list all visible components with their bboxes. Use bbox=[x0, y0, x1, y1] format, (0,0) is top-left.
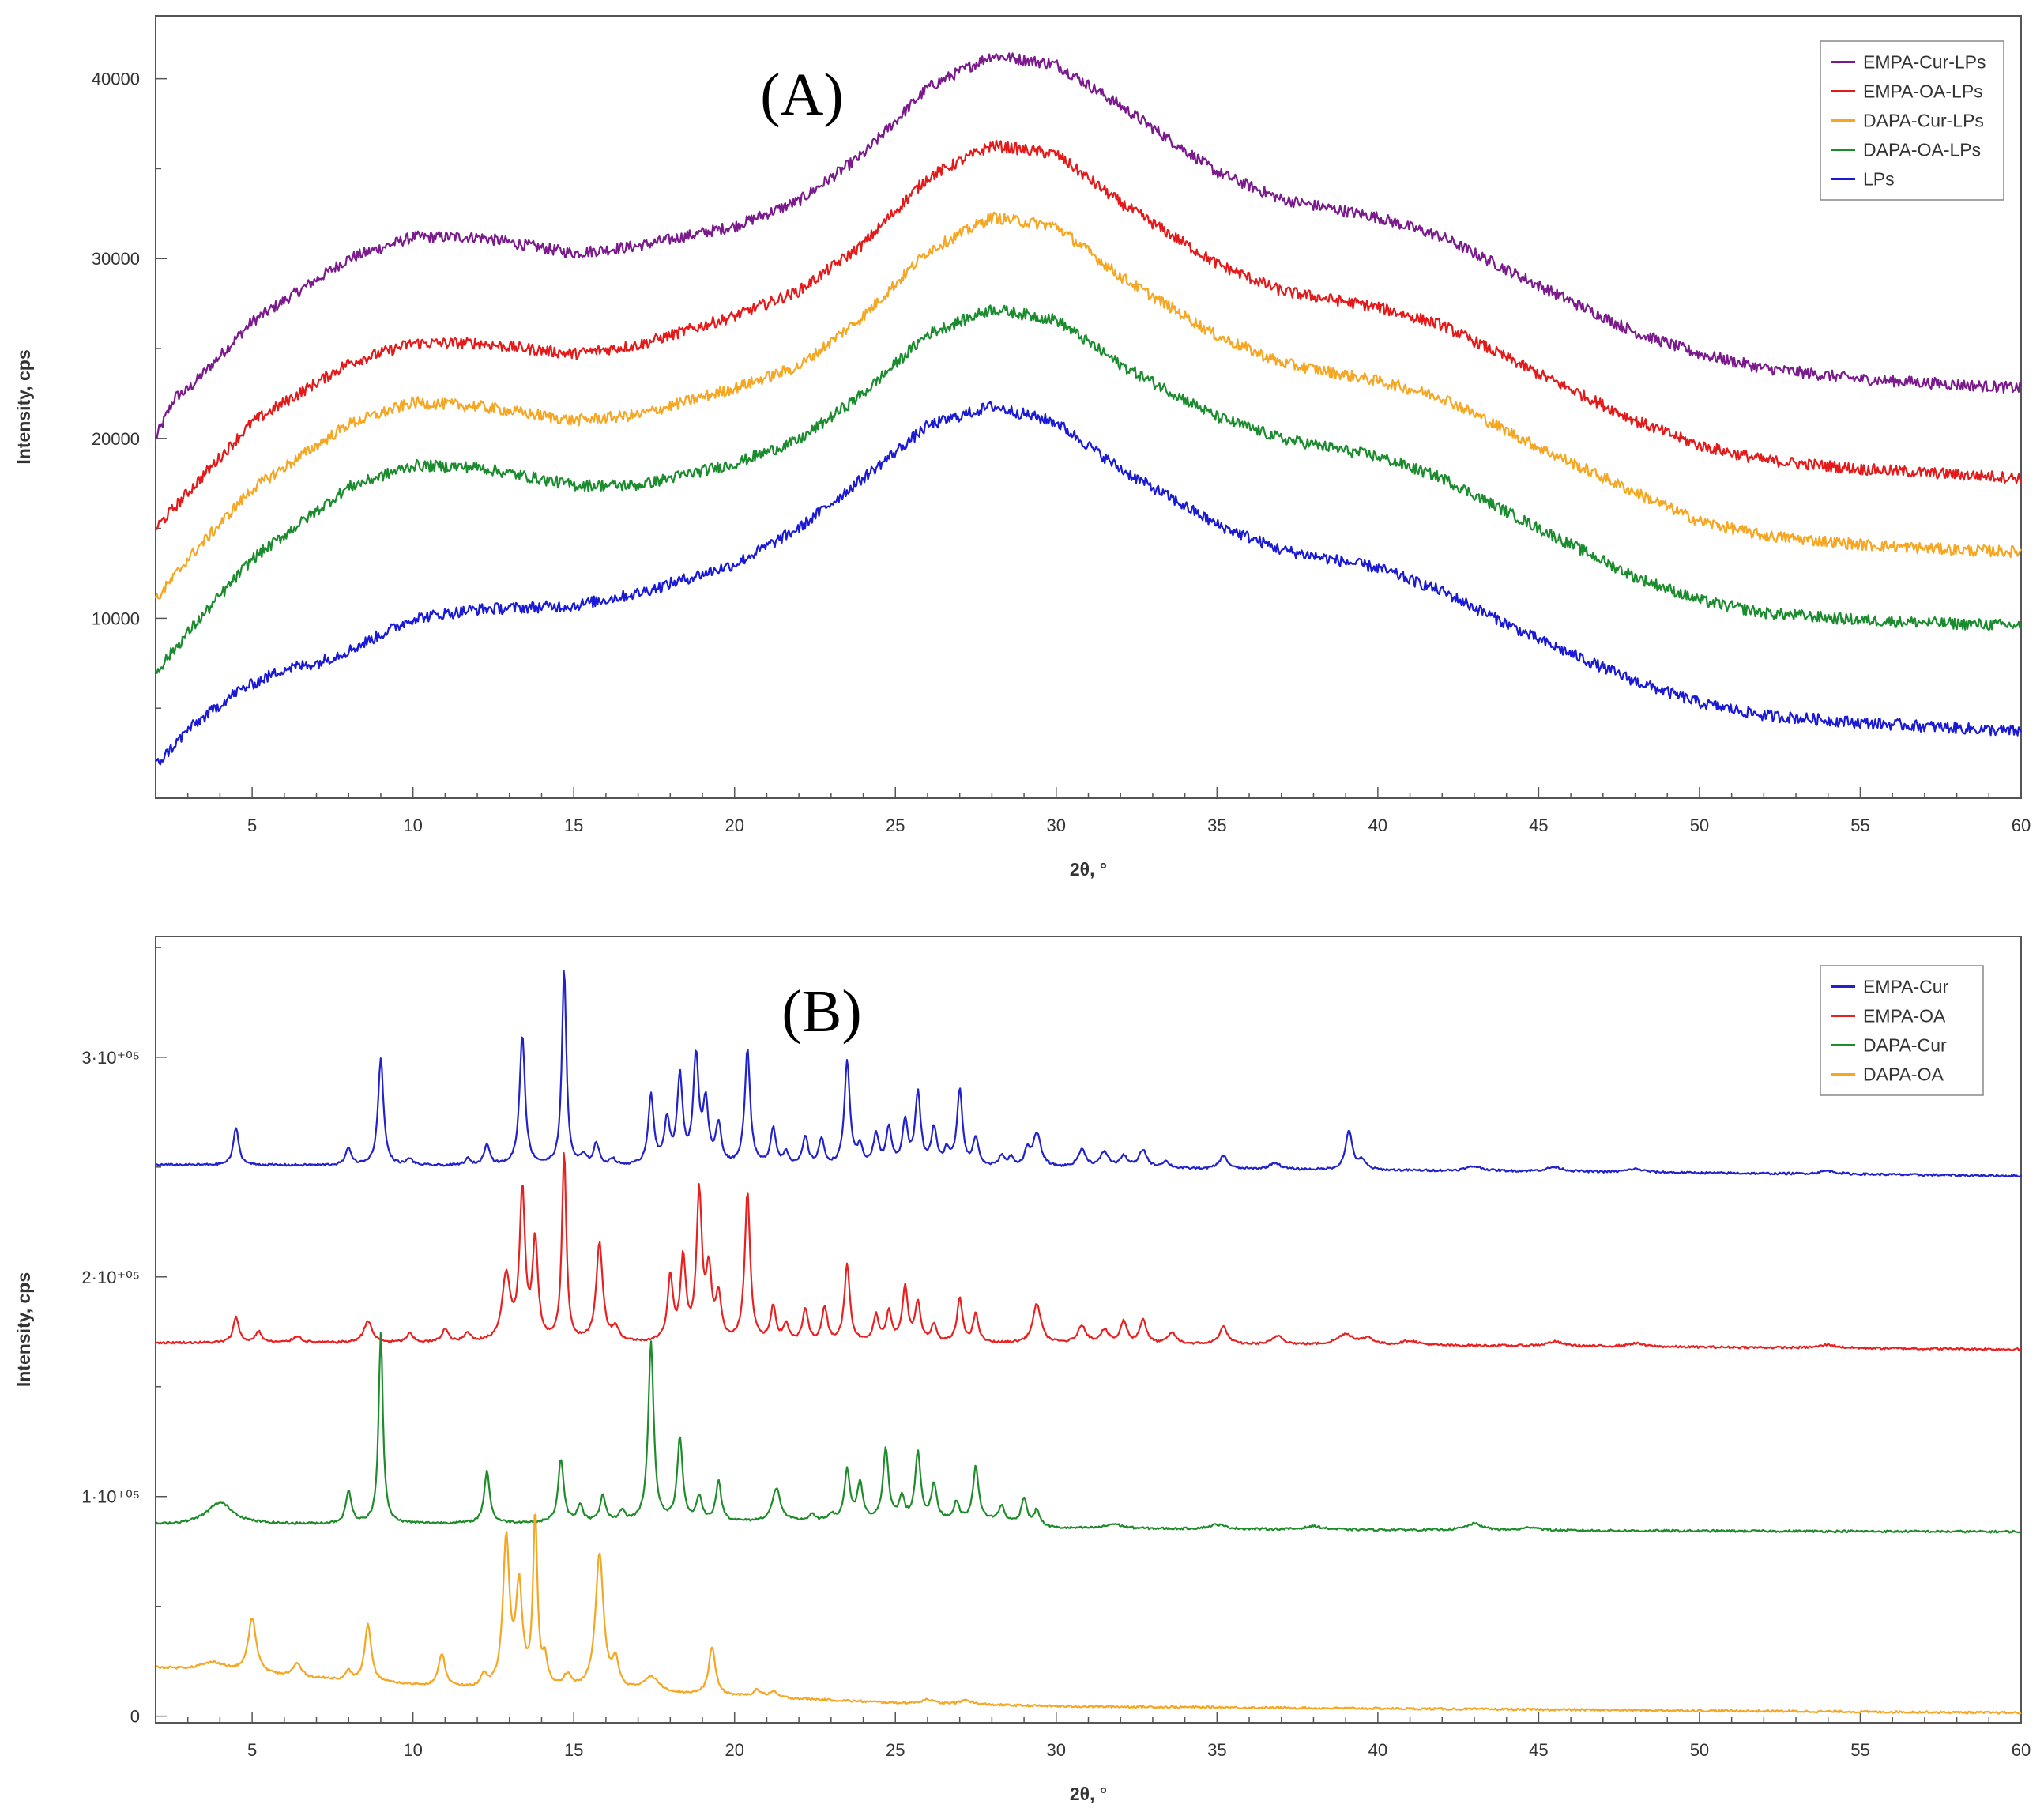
legend-entry: EMPA-Cur bbox=[1863, 977, 1949, 997]
y-tick-label: 10000 bbox=[92, 608, 140, 628]
series-line-empa-cur bbox=[155, 970, 2022, 1178]
x-tick-label: 25 bbox=[886, 816, 905, 835]
legend-entry: EMPA-OA-LPs bbox=[1863, 81, 1983, 102]
x-tick-label: 35 bbox=[1207, 816, 1226, 835]
y-tick-label: 30000 bbox=[92, 249, 140, 269]
plot-frame bbox=[155, 936, 2022, 1724]
x-tick-label: 15 bbox=[564, 816, 583, 835]
x-tick-label: 30 bbox=[1047, 816, 1066, 835]
legend-entry: DAPA-Cur bbox=[1863, 1035, 1947, 1056]
legend-entry: EMPA-OA bbox=[1863, 1006, 1946, 1027]
x-axis-label: 2θ, ° bbox=[1070, 859, 1107, 880]
series-line-dapa-oa bbox=[155, 1513, 2022, 1715]
y-axis-label: Intensity, cps bbox=[13, 349, 34, 464]
x-tick-label: 45 bbox=[1529, 1740, 1548, 1760]
y-tick-label: 3·10⁺⁰⁵ bbox=[81, 1048, 140, 1068]
series-line-empa-oa-lps bbox=[155, 139, 2023, 530]
y-tick-label: 2·10⁺⁰⁵ bbox=[81, 1268, 140, 1287]
series-line-empa-oa bbox=[155, 1151, 2022, 1351]
x-tick-label: 40 bbox=[1368, 1740, 1387, 1760]
x-axis-label: 2θ, ° bbox=[1070, 1784, 1107, 1804]
legend-entry: DAPA-OA bbox=[1863, 1064, 1944, 1085]
y-tick-label: 20000 bbox=[92, 429, 140, 449]
legend-entry: EMPA-Cur-LPs bbox=[1863, 52, 1986, 73]
x-tick-label: 30 bbox=[1047, 1740, 1066, 1760]
series-line-dapa-oa-lps bbox=[155, 304, 2023, 674]
series-line-empa-cur-lps bbox=[155, 52, 2023, 439]
legend-entry: DAPA-OA-LPs bbox=[1863, 140, 1981, 160]
x-tick-label: 45 bbox=[1529, 816, 1548, 835]
legend-entry: DAPA-Cur-LPs bbox=[1863, 111, 1984, 131]
panel-b-chart: 5 10 15 20 25 30 35 40 45 50 55 60 0 1·10⁺⁰⁵ 2·10⁺⁰⁵ 3·… bbox=[13, 936, 2031, 1804]
y-axis-label: Intensity, cps bbox=[13, 1272, 34, 1387]
x-tick-label: 35 bbox=[1207, 1740, 1226, 1760]
x-tick-label: 60 bbox=[2012, 816, 2031, 835]
x-tick-label: 50 bbox=[1690, 1740, 1709, 1760]
x-tick-label: 55 bbox=[1850, 1740, 1869, 1760]
x-tick-label: 10 bbox=[403, 1740, 422, 1760]
panel-a-chart: 5 10 15 20 25 30 35 40 45 50 55 60 10000 20000 30000 40… bbox=[13, 15, 2031, 880]
panel-label: (B) bbox=[781, 978, 861, 1045]
x-tick-label: 25 bbox=[886, 1740, 905, 1760]
y-tick-label: 0 bbox=[130, 1707, 140, 1727]
x-tick-label: 50 bbox=[1690, 816, 1709, 835]
x-tick-label: 40 bbox=[1368, 816, 1387, 835]
x-tick-label: 20 bbox=[725, 1740, 743, 1760]
series-line-lps bbox=[155, 401, 2022, 766]
x-tick-label: 60 bbox=[2012, 1740, 2031, 1760]
x-tick-label: 5 bbox=[247, 816, 257, 835]
series-line-dapa-cur-lps bbox=[154, 211, 2022, 600]
series-line-dapa-cur bbox=[155, 1332, 2022, 1534]
legend-entry: LPs bbox=[1863, 169, 1895, 190]
y-tick-label: 40000 bbox=[92, 70, 140, 89]
panel-label: (A) bbox=[760, 62, 844, 128]
x-tick-label: 20 bbox=[725, 816, 743, 835]
x-tick-label: 15 bbox=[564, 1740, 583, 1760]
x-tick-label: 5 bbox=[247, 1740, 257, 1760]
y-tick-label: 1·10⁺⁰⁵ bbox=[81, 1487, 140, 1507]
x-tick-label: 10 bbox=[403, 816, 422, 835]
x-tick-label: 55 bbox=[1850, 816, 1869, 835]
